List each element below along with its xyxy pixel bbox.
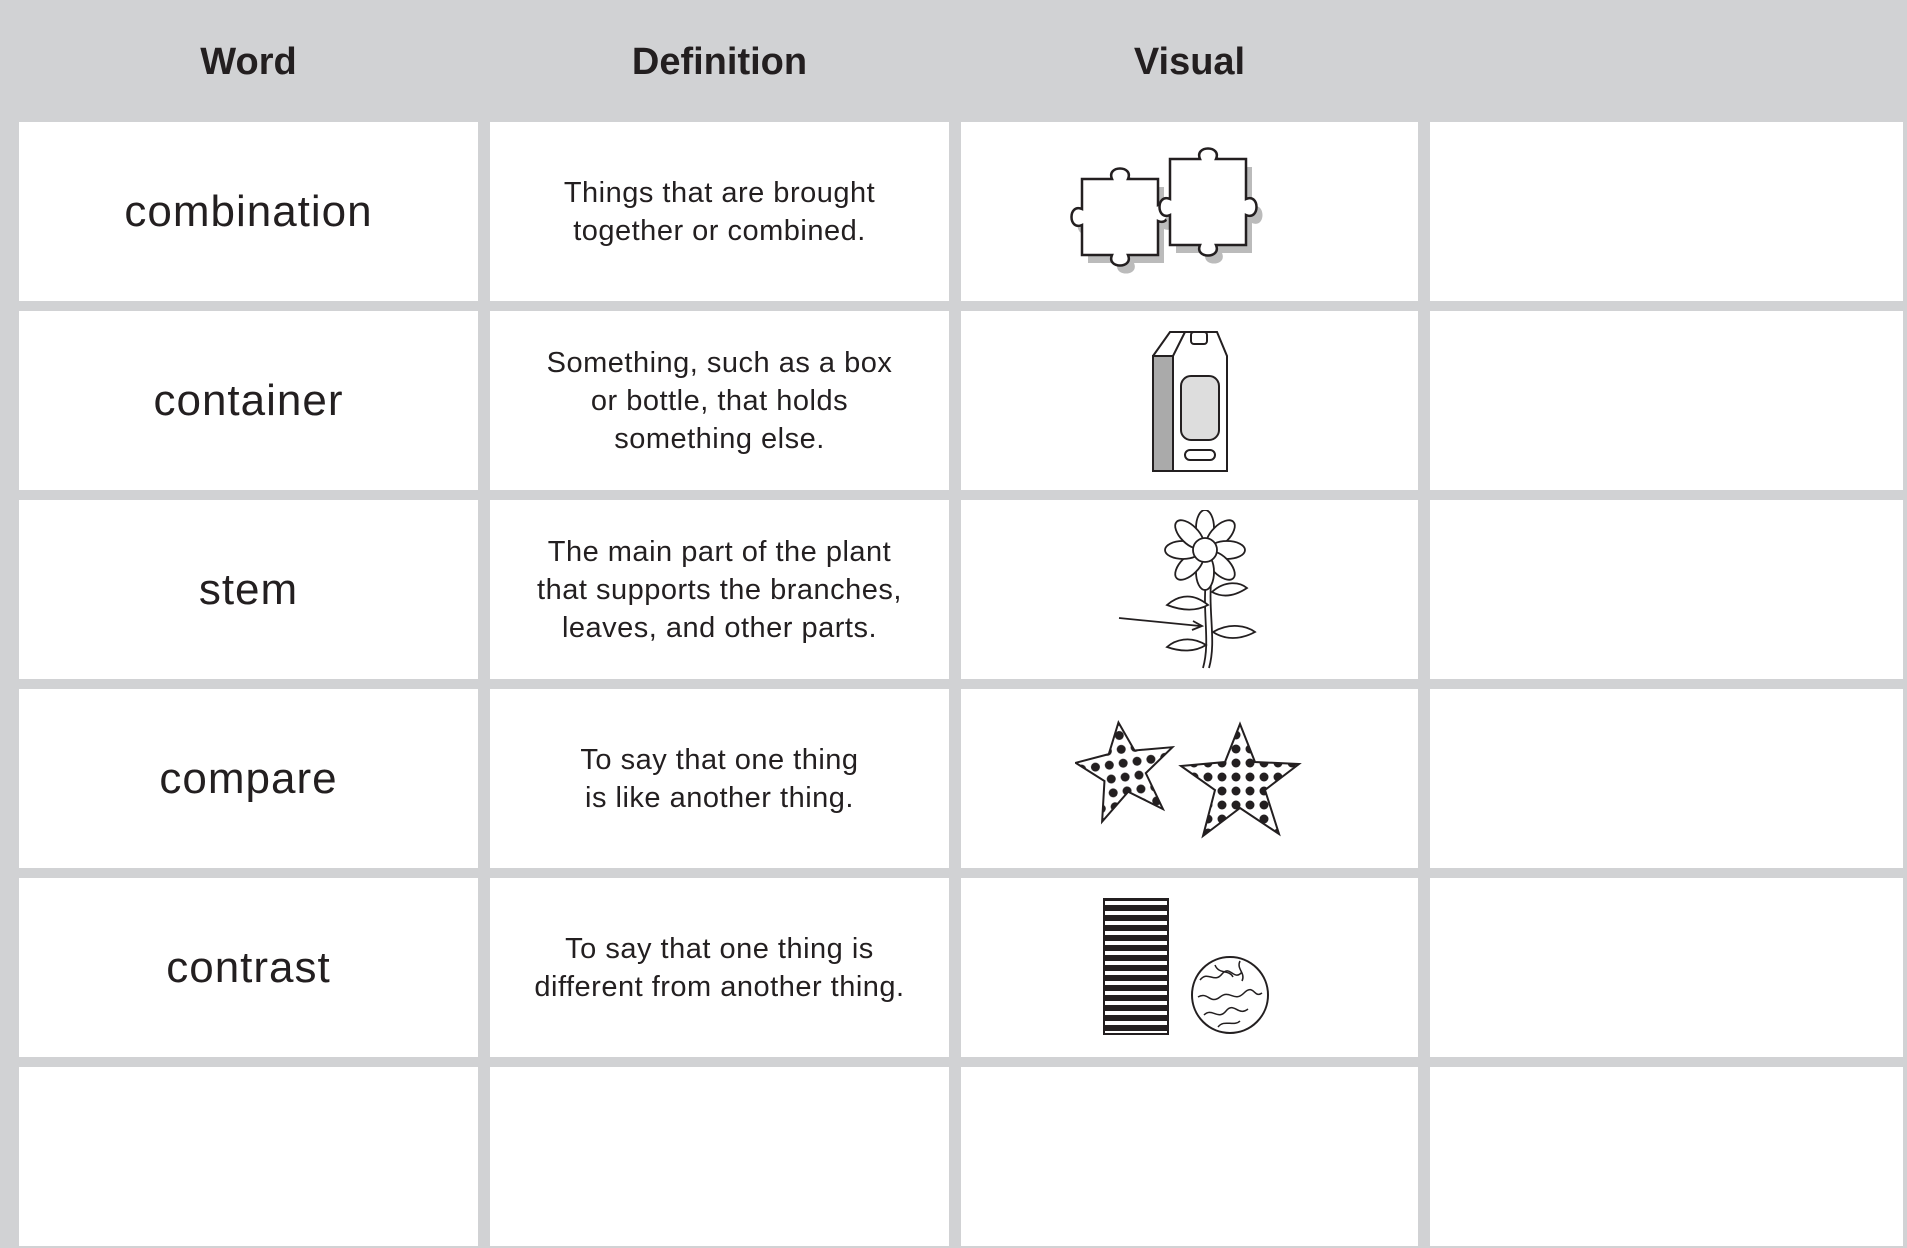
puzzle-icon bbox=[1069, 146, 1262, 273]
definition-line: is like another thing. bbox=[585, 781, 854, 814]
definition-cell: Things that are brought together or combi… bbox=[490, 122, 949, 301]
header-cell: Definition bbox=[490, 12, 949, 112]
visual-cell bbox=[961, 500, 1418, 679]
empty-cell bbox=[1430, 311, 1903, 490]
definition-cell: To say that one thing is like another thi… bbox=[490, 689, 949, 868]
vocabulary-table: Word Definition Visual combination Thing… bbox=[19, 12, 1903, 1246]
header-cell: Word bbox=[19, 12, 478, 112]
definition-line: or bottle, that holds bbox=[590, 384, 849, 417]
empty-cell bbox=[490, 1067, 949, 1246]
visual-cell bbox=[961, 122, 1418, 301]
empty-cell bbox=[1430, 1067, 1903, 1246]
definition-line: that supports the branches, bbox=[537, 573, 902, 606]
word-cell: container bbox=[19, 311, 478, 490]
empty-cell bbox=[19, 1067, 478, 1246]
visual-cell bbox=[961, 878, 1418, 1057]
definition-cell: Something, such as a box or bottle, that … bbox=[490, 311, 949, 490]
word-cell: stem bbox=[19, 500, 478, 679]
empty-cell bbox=[1430, 878, 1903, 1057]
definition-line: something else. bbox=[614, 422, 825, 455]
definition-cell: To say that one thing is different from a… bbox=[490, 878, 949, 1057]
empty-cell bbox=[1430, 689, 1903, 868]
definition-line: together or combined. bbox=[573, 214, 866, 247]
stripes-ball-icon bbox=[1102, 898, 1269, 1035]
empty-cell bbox=[961, 1067, 1418, 1246]
definition-cell: The main part of the plant that supports … bbox=[490, 500, 949, 679]
definition-line: To say that one thing is bbox=[565, 932, 874, 965]
definition-line: Things that are brought bbox=[563, 176, 876, 209]
definition-line: The main part of the plant bbox=[547, 535, 892, 568]
header-cell: Visual bbox=[961, 12, 1418, 112]
definition-line: To say that one thing bbox=[580, 743, 859, 776]
stars-icon bbox=[1074, 719, 1302, 839]
word-cell: contrast bbox=[19, 878, 478, 1057]
empty-cell bbox=[1430, 500, 1903, 679]
visual-cell bbox=[961, 689, 1418, 868]
carton-icon bbox=[1151, 330, 1228, 472]
visual-cell bbox=[961, 311, 1418, 490]
word-cell: compare bbox=[19, 689, 478, 868]
empty-cell bbox=[1430, 122, 1903, 301]
flower-icon bbox=[1118, 509, 1257, 668]
definition-line: leaves, and other parts. bbox=[561, 611, 878, 644]
definition-line: Something, such as a box bbox=[546, 346, 893, 379]
definition-line: different from another thing. bbox=[534, 970, 905, 1003]
header-cell bbox=[1430, 12, 1903, 112]
word-cell: combination bbox=[19, 122, 478, 301]
